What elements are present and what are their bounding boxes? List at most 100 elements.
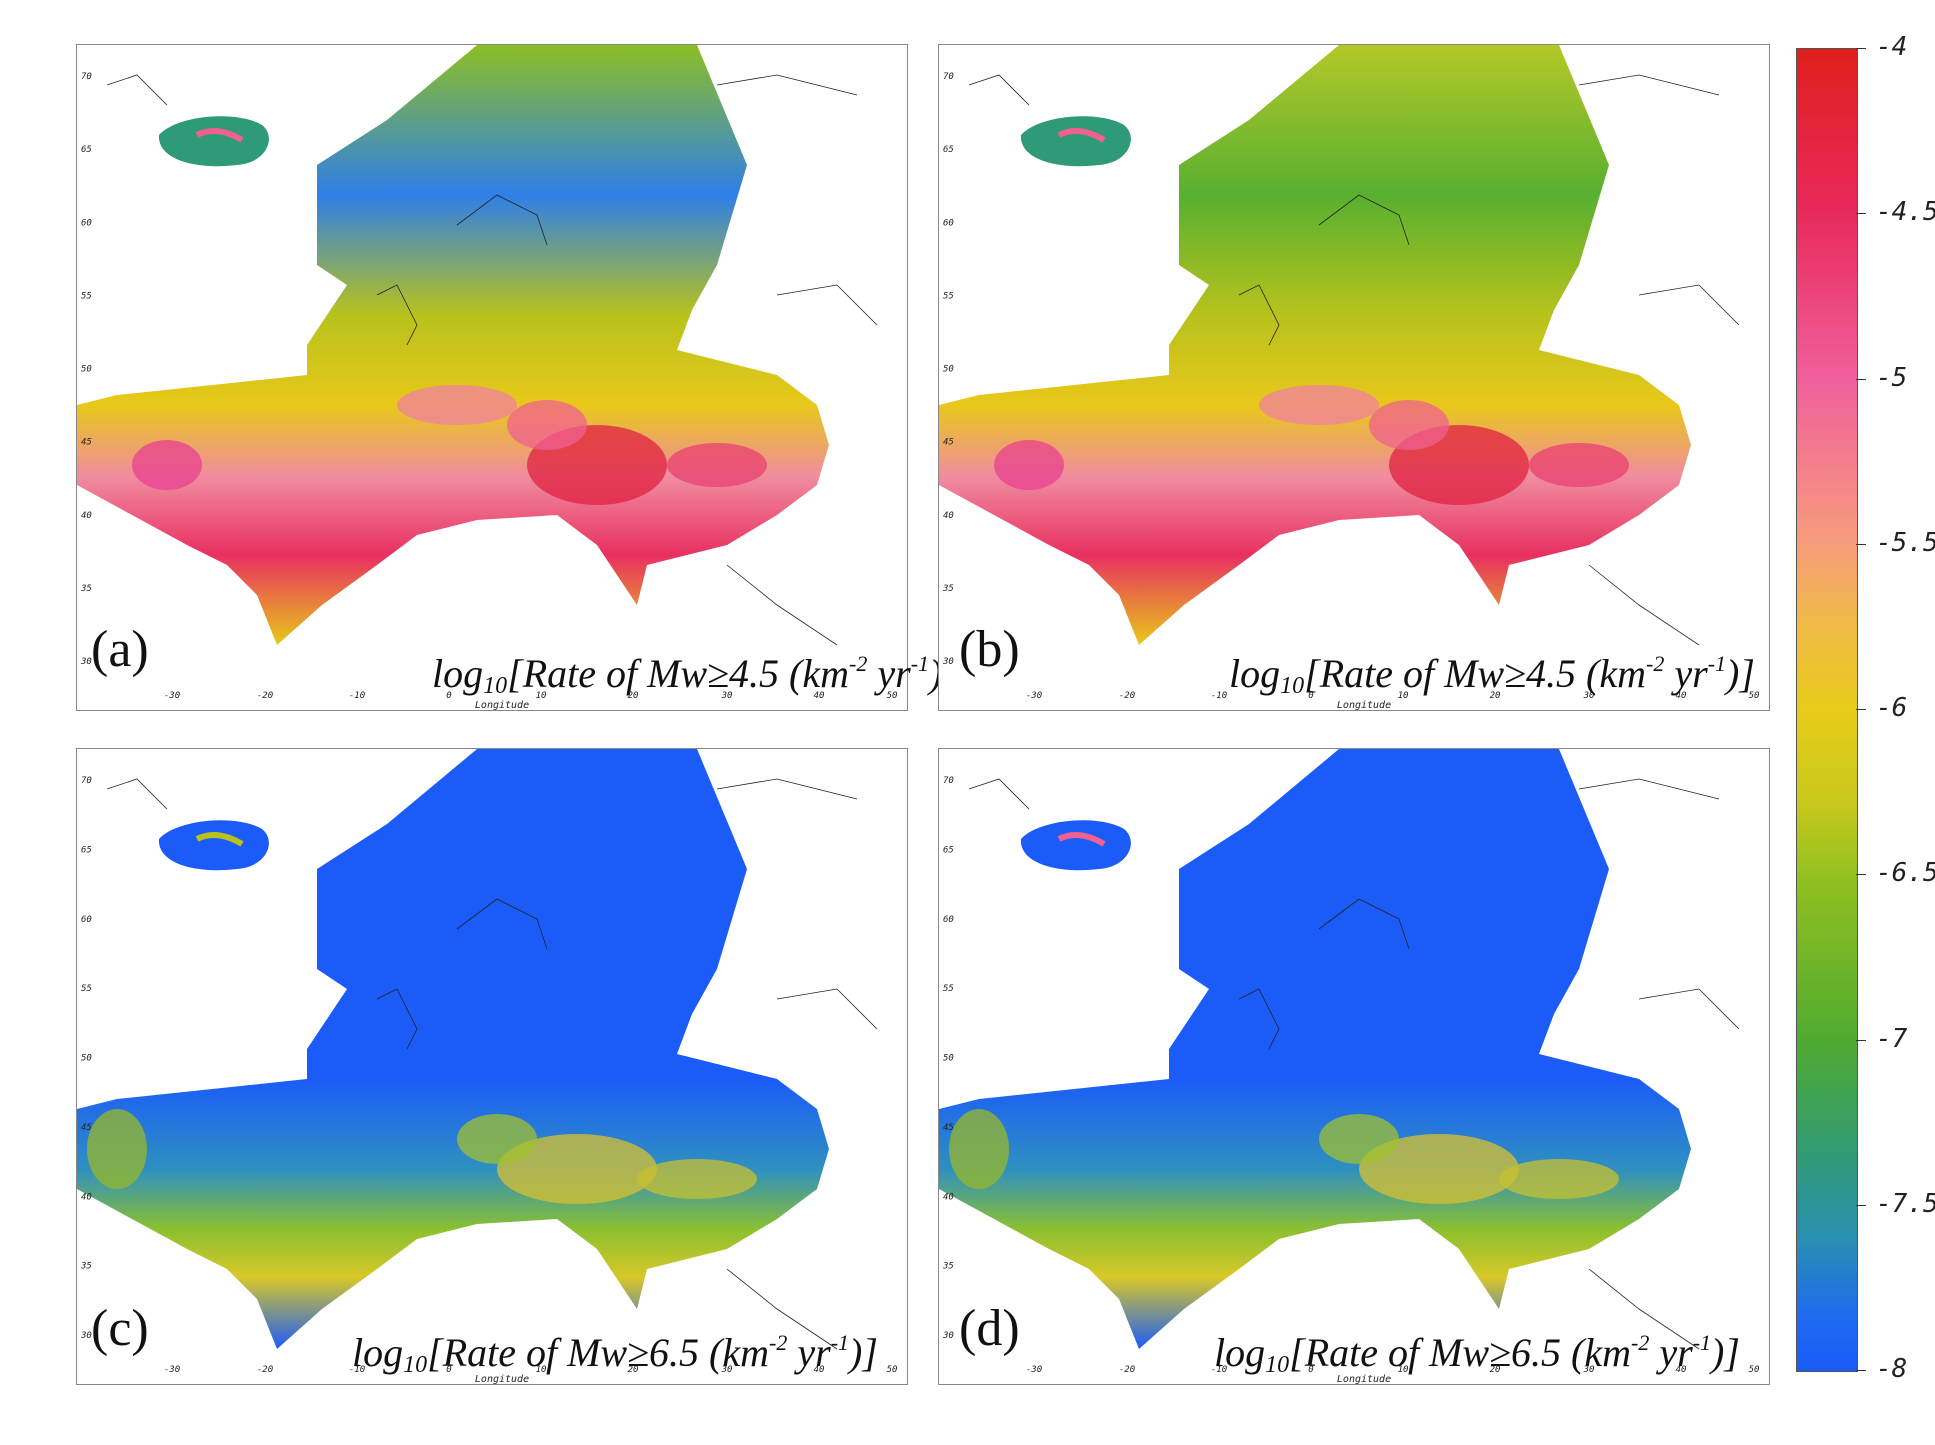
- x-tick-label: 30: [1583, 691, 1595, 701]
- x-tick-label: -20: [257, 691, 273, 701]
- colorbar-tick: [1856, 543, 1866, 545]
- y-tick-label: 45: [943, 1123, 954, 1133]
- colorbar-tick: [1856, 1039, 1866, 1041]
- y-tick-label: 35: [942, 584, 954, 594]
- y-tick-label: 30: [942, 1331, 954, 1341]
- y-tick-label: 40: [943, 1192, 954, 1202]
- x-tick-label: 10: [1398, 691, 1409, 701]
- coastline: [106, 74, 878, 646]
- panel-letter: (b): [959, 621, 1020, 678]
- colorbar-tick: [1856, 1370, 1866, 1371]
- y-tick-label: 50: [943, 1054, 954, 1064]
- colorbar-label: -4: [1876, 32, 1908, 62]
- hotspot: [457, 1114, 537, 1164]
- y-tick-label: 55: [81, 291, 92, 301]
- x-tick-label: 0: [1308, 691, 1313, 701]
- x-tick-label: -20: [257, 1365, 273, 1375]
- x-tick-label: -20: [1119, 1365, 1135, 1375]
- x-tick-label: 10: [1398, 1365, 1409, 1375]
- y-tick-label: 35: [80, 584, 92, 594]
- panel-caption: log10[Rate of Mw≥6.5 (km-2 yr-1)]: [352, 1330, 878, 1378]
- x-tick-label: 10: [536, 691, 547, 701]
- x-axis-title: Longitude: [1337, 1374, 1391, 1384]
- y-tick-label: 40: [81, 511, 92, 521]
- colorbar-label: -8: [1876, 1354, 1908, 1384]
- hotspot: [667, 443, 767, 487]
- hotspot: [132, 440, 202, 490]
- panel-letter: (d): [959, 1300, 1020, 1357]
- x-axis-title: Longitude: [1337, 700, 1391, 710]
- coastline: [106, 778, 878, 1350]
- colorbar-label: -7.5: [1876, 1188, 1935, 1219]
- x-tick-label: -30: [164, 691, 180, 701]
- y-tick-label: 60: [81, 915, 92, 925]
- x-tick-label: 30: [721, 691, 733, 701]
- x-tick-label: 20: [1490, 691, 1501, 701]
- y-tick-label: 45: [81, 438, 92, 448]
- x-tick-label: 20: [628, 1365, 639, 1375]
- panel-letter: (a): [91, 621, 149, 678]
- rate-domain: [77, 749, 829, 1349]
- y-tick-label: 70: [81, 776, 92, 786]
- y-tick-label: 65: [81, 145, 92, 155]
- y-tick-label: 65: [943, 845, 954, 855]
- panel-caption: log10[Rate of Mw≥4.5 (km-2 yr-1)]: [1229, 651, 1755, 699]
- colorbar-label: -6: [1876, 693, 1908, 723]
- rate-domain: [939, 749, 1691, 1349]
- hotspot: [397, 385, 517, 425]
- y-tick-label: 60: [943, 915, 954, 925]
- x-axis-title: Longitude: [475, 700, 529, 710]
- colorbar-label: -4.5: [1876, 197, 1935, 228]
- colorbar-tick: [1856, 709, 1866, 710]
- panel-caption: log10[Rate of Mw≥6.5 (km-2 yr-1)]: [1214, 1330, 1740, 1378]
- hotspot: [994, 440, 1064, 490]
- hazard-map: -30 -20 -10 0 10 20 30 40 50 70 65 60 55 50 45 40 35 30 Lo…: [77, 749, 897, 1384]
- hotspot: [1369, 400, 1449, 450]
- x-tick-label: 20: [628, 691, 639, 701]
- y-tick-label: 55: [943, 291, 954, 301]
- y-tick-label: 30: [80, 1331, 92, 1341]
- hazard-map: -30 -20 -10 0 10 20 30 40 50 70 65 60 55 50 45 40 35 30 Lo…: [77, 45, 898, 710]
- y-tick-label: 50: [81, 1054, 92, 1064]
- x-tick-label: 50: [887, 691, 898, 701]
- y-tick-label: 55: [943, 984, 954, 994]
- colorbar-label: -5: [1876, 362, 1908, 393]
- colorbar-tick: [1856, 48, 1866, 49]
- colorbar: [1796, 48, 1858, 1372]
- hazard-map: -30 -20 -10 0 10 20 30 40 50 70 65 60 55 50 45 40 35 30 Lo…: [939, 45, 1760, 710]
- x-tick-label: -20: [1119, 691, 1135, 701]
- x-tick-label: -30: [1026, 691, 1042, 701]
- x-tick-label: -30: [164, 1365, 180, 1375]
- x-axis-title: Longitude: [475, 1374, 529, 1384]
- y-tick-label: 65: [943, 145, 954, 155]
- x-tick-label: -30: [1026, 1365, 1042, 1375]
- y-tick-label: 65: [81, 845, 92, 855]
- x-tick-label: 0: [446, 691, 451, 701]
- x-tick-label: -10: [349, 1365, 365, 1375]
- colorbar-label: -6.5: [1876, 858, 1935, 889]
- map-panel-c: -30 -20 -10 0 10 20 30 40 50 70 65 60 55 50 45 40 35 30 Lo…: [76, 748, 908, 1385]
- iceland-region: [1020, 116, 1131, 167]
- x-tick-label: 30: [721, 1365, 733, 1375]
- colorbar-tick: [1856, 378, 1866, 380]
- coastline: [968, 74, 1740, 646]
- x-tick-label: 0: [1308, 1365, 1313, 1375]
- colorbar-tick: [1856, 1204, 1866, 1206]
- x-tick-label: 50: [1749, 691, 1760, 701]
- hotspot: [507, 400, 587, 450]
- x-tick-label: -10: [1211, 691, 1227, 701]
- coastline: [968, 778, 1740, 1350]
- y-tick-label: 45: [81, 1123, 92, 1133]
- x-tick-label: -10: [349, 691, 365, 701]
- x-tick-label: 50: [1749, 1365, 1760, 1375]
- y-tick-label: 50: [943, 365, 954, 375]
- iceland-region: [1020, 820, 1131, 871]
- hotspot: [949, 1109, 1009, 1189]
- hazard-map: -30 -20 -10 0 10 20 30 40 50 70 65 60 55 50 45 40 35 30 Lo…: [939, 749, 1760, 1384]
- colorbar-tick: [1856, 874, 1866, 876]
- x-tick-label: -10: [1211, 1365, 1227, 1375]
- x-tick-label: 40: [1676, 691, 1687, 701]
- y-tick-label: 35: [942, 1262, 954, 1272]
- panel-caption: log10[Rate of Mw≥4.5 (km-2 yr-1)]: [432, 651, 958, 699]
- y-tick-label: 60: [81, 218, 92, 228]
